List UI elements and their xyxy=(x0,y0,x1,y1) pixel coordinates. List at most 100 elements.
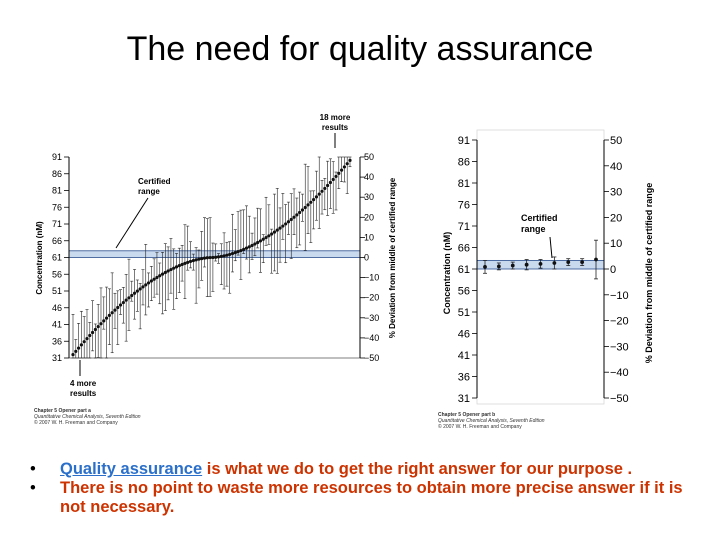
y-tick-label: 91 xyxy=(52,152,62,162)
y-tick-label: 46 xyxy=(52,303,62,313)
data-point xyxy=(309,200,313,204)
y2-tick-label: 50 xyxy=(610,135,622,147)
y-tick-label: 31 xyxy=(52,353,62,363)
data-point xyxy=(331,177,335,182)
y-tick-label: 91 xyxy=(458,135,470,147)
y2-tick-label: 10 xyxy=(610,238,622,250)
data-point xyxy=(200,256,204,261)
bullet-list: • Quality assurance is what we do to get… xyxy=(28,460,708,517)
data-point xyxy=(166,269,170,273)
data-point xyxy=(300,208,305,212)
data-point xyxy=(538,261,543,266)
data-point xyxy=(320,189,324,193)
y-tick-label: 81 xyxy=(52,186,62,196)
data-point xyxy=(93,327,97,332)
data-point xyxy=(191,258,195,263)
data-point xyxy=(334,174,338,179)
data-point xyxy=(524,262,529,267)
y-tick-label: 66 xyxy=(52,236,62,246)
y-tick-label: 51 xyxy=(458,307,470,319)
data-point xyxy=(169,267,173,272)
data-point xyxy=(496,264,501,269)
data-point xyxy=(337,171,341,175)
data-point xyxy=(284,222,288,226)
data-point xyxy=(186,260,190,264)
y-tick-label: 81 xyxy=(458,178,470,190)
annotation-band-line2: range xyxy=(138,187,160,196)
data-point xyxy=(96,324,100,329)
y2-tick-label: −10 xyxy=(610,290,629,302)
data-point xyxy=(216,255,221,259)
data-point xyxy=(110,311,114,315)
data-point xyxy=(323,186,327,191)
y2-tick-label: 40 xyxy=(610,161,622,173)
bullet-2: • There is no point to waste more resour… xyxy=(28,479,708,517)
data-point xyxy=(303,205,307,210)
caption-b-line3: © 2007 W. H. Freeman and Company xyxy=(438,424,522,430)
arrow-band xyxy=(549,236,553,259)
y-tick-label: 56 xyxy=(458,286,470,298)
annotation-bottom-line1: 4 more xyxy=(70,379,97,388)
data-point xyxy=(244,246,249,250)
caption-b-line2: Quantitative Chemical Analysis, Seventh … xyxy=(438,418,545,424)
y2-tick-label: −50 xyxy=(610,393,629,405)
data-point xyxy=(174,265,179,269)
bullet-dot: • xyxy=(30,479,36,497)
lab-results xyxy=(483,239,598,280)
y2-tick-label: −30 xyxy=(364,313,379,323)
data-point xyxy=(205,256,209,260)
data-point xyxy=(121,300,125,305)
ylabel-right: % Deviation from middle of certified ran… xyxy=(388,177,397,338)
data-point xyxy=(312,198,316,202)
data-point xyxy=(130,293,134,298)
y-tick-label: 56 xyxy=(52,269,62,279)
data-point xyxy=(247,245,251,249)
data-point xyxy=(188,259,193,264)
y2-tick-label: −50 xyxy=(364,353,379,363)
y2-tick-label: 0 xyxy=(610,264,616,276)
quality-assurance-link[interactable]: Quality assurance xyxy=(60,460,203,478)
caption-a-line2: Quantitative Chemical Analysis, Seventh … xyxy=(34,414,141,420)
data-point xyxy=(132,291,137,295)
data-point xyxy=(326,183,330,188)
data-point xyxy=(580,260,585,265)
caption-b: Chapter 5 Opener part b Quantitative Che… xyxy=(438,412,545,430)
data-point xyxy=(79,343,83,347)
data-point xyxy=(289,217,293,222)
data-point xyxy=(74,349,78,353)
data-point xyxy=(152,277,156,281)
data-point xyxy=(82,340,86,344)
ylabel-right: % Deviation from middle of certified ran… xyxy=(644,183,654,364)
data-point xyxy=(230,251,235,256)
data-point xyxy=(194,258,198,262)
y-tick-label: 46 xyxy=(458,329,470,341)
data-point xyxy=(253,242,257,246)
y2-tick-label: 20 xyxy=(610,212,622,224)
data-point xyxy=(236,250,240,254)
data-point xyxy=(228,252,232,257)
y2-tick-label: 30 xyxy=(364,192,374,202)
data-point xyxy=(71,353,75,357)
y-tick-label: 71 xyxy=(52,219,62,229)
data-point xyxy=(208,255,212,260)
data-point xyxy=(340,168,344,172)
data-point xyxy=(306,203,310,207)
annotation-band-line1: Certified xyxy=(521,213,558,223)
lab-results xyxy=(71,156,352,359)
y2-tick-label: −40 xyxy=(610,367,629,379)
data-point xyxy=(202,256,207,260)
y2-tick-label: −20 xyxy=(364,293,379,303)
data-point xyxy=(594,257,598,262)
y-tick-label: 61 xyxy=(458,264,470,276)
data-point xyxy=(233,251,237,255)
annotation-top-line2: results xyxy=(322,123,349,132)
data-point xyxy=(270,232,274,236)
y2-tick-label: −10 xyxy=(364,273,379,283)
data-point xyxy=(278,226,282,230)
data-point xyxy=(180,262,184,267)
data-point xyxy=(155,275,159,280)
data-point xyxy=(88,333,92,338)
data-point xyxy=(566,260,571,265)
y2-tick-label: −40 xyxy=(364,333,379,343)
data-point xyxy=(146,281,151,285)
